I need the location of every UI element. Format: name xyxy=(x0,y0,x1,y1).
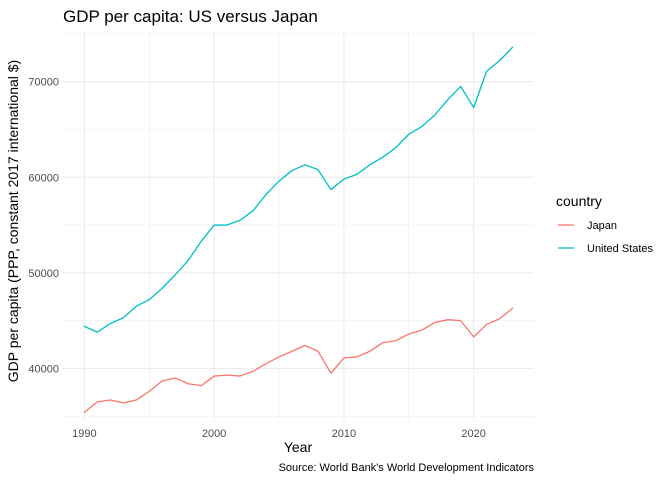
y-axis-label: GDP per capita (PPP, constant 2017 inter… xyxy=(5,60,21,382)
x-tick-label: 1990 xyxy=(72,428,96,440)
x-tick-label: 2000 xyxy=(202,428,226,440)
axis-ticks: 1990 2000 2010 2020 40000 50000 60000 70000 xyxy=(28,77,486,440)
legend-title: country xyxy=(556,193,602,209)
y-tick-label: 60000 xyxy=(28,172,59,184)
x-tick-label: 2010 xyxy=(332,428,356,440)
y-tick-label: 70000 xyxy=(28,77,59,89)
legend-label: United States xyxy=(587,243,654,255)
x-tick-label: 2020 xyxy=(461,428,485,440)
series-line-united-states xyxy=(83,46,514,333)
series-lines xyxy=(83,46,514,414)
y-tick-label: 40000 xyxy=(28,363,59,375)
chart-caption: Source: World Bank's World Development I… xyxy=(279,462,535,474)
legend: country Japan United States xyxy=(556,193,654,255)
legend-items: Japan United States xyxy=(558,220,654,255)
x-axis-label: Year xyxy=(284,439,313,455)
chart-title: GDP per capita: US versus Japan xyxy=(63,7,318,26)
legend-label: Japan xyxy=(587,220,617,232)
y-tick-label: 50000 xyxy=(28,268,59,280)
grid xyxy=(63,31,534,421)
series-line-japan xyxy=(83,307,514,414)
